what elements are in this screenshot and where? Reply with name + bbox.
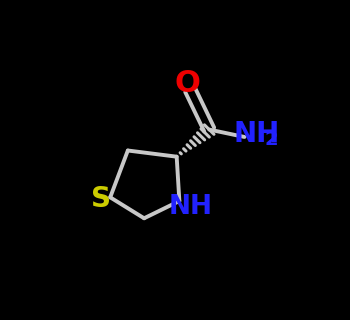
Text: NH: NH — [233, 121, 280, 148]
Text: O: O — [175, 69, 201, 98]
Text: NH: NH — [168, 194, 212, 220]
Text: S: S — [91, 185, 111, 212]
Text: 2: 2 — [265, 130, 278, 149]
